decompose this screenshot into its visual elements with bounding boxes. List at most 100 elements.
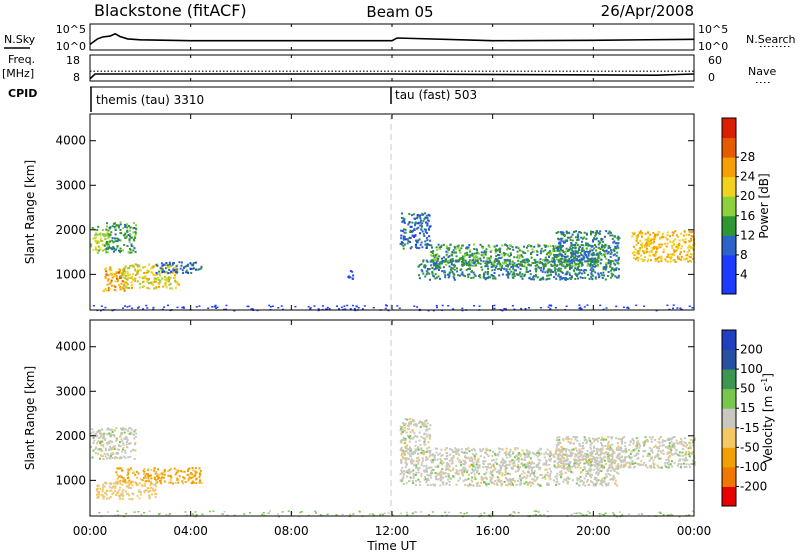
velocity-cell: [556, 472, 559, 475]
power-cell: [505, 248, 508, 251]
power-cell: [569, 238, 572, 241]
velocity-cell: [451, 468, 454, 471]
velocity-cell: [525, 449, 528, 452]
power-cell: [611, 234, 614, 237]
velocity-cell: [400, 462, 403, 465]
power-cell: [167, 264, 169, 267]
power-cell: [190, 272, 193, 274]
power-cell: [602, 266, 605, 269]
power-cell: [139, 282, 142, 285]
velocity-cell: [119, 445, 122, 448]
power-cell: [594, 234, 597, 237]
velocity-cell: [193, 475, 196, 478]
velocity-ground-scatter: [585, 514, 588, 516]
power-cell: [402, 217, 405, 220]
power-cell: [574, 267, 577, 270]
power-cell: [412, 213, 415, 216]
velocity-cell: [120, 493, 123, 496]
velocity-cell: [404, 466, 407, 469]
velocity-cell: [570, 449, 573, 452]
power-cell: [133, 247, 136, 250]
velocity-cell: [600, 441, 603, 444]
power-ground-scatter: [384, 304, 387, 306]
velocity-cell: [611, 466, 614, 469]
power-cell: [166, 277, 169, 280]
power-cell: [185, 271, 187, 274]
power-cell: [143, 275, 146, 278]
power-cell: [443, 256, 445, 259]
power-cell: [409, 225, 412, 228]
power-cell: [605, 250, 608, 253]
velocity-cell: [435, 451, 438, 454]
power-cell: [563, 241, 565, 244]
velocity-cell: [631, 460, 634, 463]
power-cell: [129, 233, 132, 236]
power-cell: [466, 253, 469, 256]
power-cell: [502, 252, 505, 254]
power-cell: [609, 234, 612, 237]
velocity-cell: [558, 454, 561, 457]
power-cell: [547, 245, 549, 248]
velocity-cell: [600, 481, 603, 484]
power-ground-scatter: [666, 304, 669, 307]
velocity-cell: [178, 475, 181, 478]
power-cell: [426, 222, 429, 225]
velocity-cell: [590, 476, 593, 479]
power-cell: [116, 245, 119, 248]
power-cell: [154, 264, 157, 267]
power-cell: [562, 249, 564, 252]
velocity-cell: [456, 473, 459, 476]
velocity-cell: [485, 468, 488, 471]
velocity-cell: [588, 463, 590, 466]
velocity-cell: [408, 436, 410, 439]
velocity-cell: [512, 483, 514, 486]
power-cell: [420, 269, 423, 272]
velocity-cell: [555, 475, 558, 478]
power-cell: [544, 271, 547, 274]
velocity-cell: [565, 477, 568, 480]
velocity-cell: [415, 471, 418, 474]
velocity-cell: [499, 461, 502, 464]
power-cell: [400, 234, 403, 237]
velocity-cell: [625, 462, 628, 465]
velocity-cell: [594, 453, 597, 455]
power-cell: [403, 243, 406, 246]
velocity-cell: [633, 455, 636, 457]
velocity-cell: [591, 473, 593, 476]
power-cell: [568, 264, 571, 266]
power-cell: [609, 246, 611, 249]
power-cell: [581, 237, 584, 240]
power-cell: [440, 262, 443, 265]
power-cell: [614, 275, 617, 278]
velocity-cell: [105, 481, 108, 484]
velocity-cell: [556, 457, 559, 460]
velocity-cell: [669, 438, 672, 441]
velocity-ground-scatter: [193, 515, 196, 518]
power-cell: [473, 248, 476, 250]
power-cell: [425, 273, 428, 276]
power-cell: [573, 261, 576, 264]
power-cell: [415, 239, 418, 242]
power-cell: [145, 277, 148, 280]
velocity-cell: [131, 484, 134, 487]
power-cell: [592, 240, 594, 243]
power-cell: [422, 260, 425, 263]
velocity-cell: [407, 452, 410, 455]
velocity-cell: [151, 493, 154, 496]
velocity-cell: [402, 474, 405, 477]
velocity-cell: [555, 439, 558, 442]
velocity-cell: [504, 473, 506, 476]
velocity-cell: [401, 453, 404, 455]
velocity-cell: [405, 457, 408, 460]
power-cell: [611, 238, 614, 240]
velocity-cell: [434, 465, 437, 468]
power-cell: [560, 239, 563, 242]
power-cell: [407, 240, 410, 243]
velocity-cell: [624, 441, 627, 444]
velocity-cell: [155, 482, 158, 485]
velocity-cell: [103, 481, 106, 484]
power-cell: [539, 252, 542, 255]
velocity-cell: [526, 455, 529, 458]
velocity-cell: [603, 480, 606, 483]
velocity-cell: [177, 469, 180, 472]
